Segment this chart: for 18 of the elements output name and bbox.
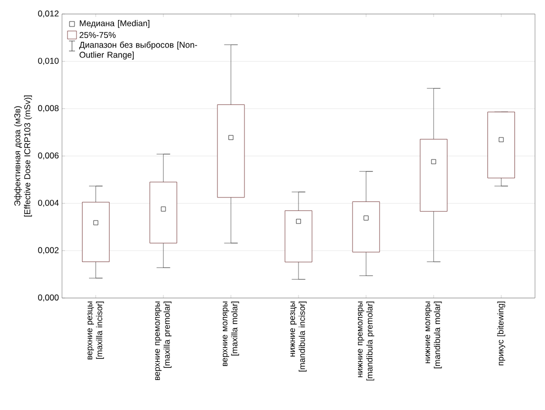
x-tick-label: нижние резцы [mandibula incisor]: [290, 302, 307, 372]
x-tick-label: нижние премоляры [mandibula premolar]: [358, 302, 374, 380]
y-tick-label: 0,010: [38, 58, 59, 65]
annotation: Медиана [Median]: [80, 20, 150, 28]
y-tick-label: 0,002: [38, 247, 59, 254]
y-tick-label: 0,000: [38, 294, 59, 302]
y-tick-label: 0,008: [38, 105, 59, 112]
x-tick-label: верхние моляры [maxilla molar]: [222, 302, 240, 366]
y-tick-label: 0,004: [38, 200, 59, 207]
annotation: Диапазон без выбросов [Non-Outlier Range]: [79, 42, 198, 60]
x-tick-label: верхние премоляры [maxilla premolar]: [155, 302, 172, 380]
y-tick-label: 0,006: [38, 152, 59, 160]
y-tick-label: 0,012: [38, 10, 59, 18]
x-tick-label: верхние резцы [maxilla incisor]: [88, 302, 104, 360]
x-tick-label: прикус [bitewing]: [497, 302, 506, 366]
x-tick-label: нижние моляры [mandibula molar]: [425, 302, 442, 368]
y-axis-title: Эффективная доза (мЗв) [Effective Dose ICRP103 (mSv)]: [14, 96, 32, 216]
annotation: 25%-75%: [80, 32, 116, 38]
